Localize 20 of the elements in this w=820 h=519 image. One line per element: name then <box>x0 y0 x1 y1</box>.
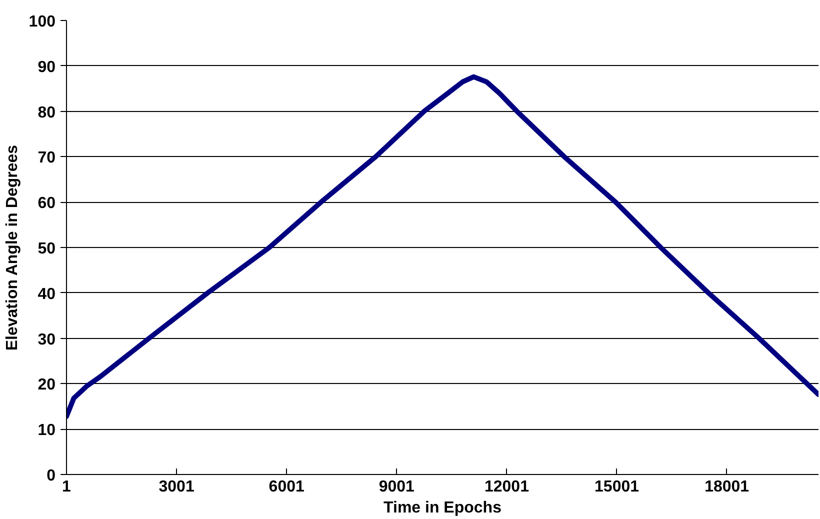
x-tick-label: 3001 <box>158 478 194 496</box>
y-tick-label: 80 <box>38 104 56 122</box>
x-tick-label: 9001 <box>378 478 415 496</box>
y-tick-label: 10 <box>38 422 56 440</box>
y-tick-label: 0 <box>46 468 56 484</box>
y-tick-label: 70 <box>38 150 56 167</box>
x-tick-label: 18001 <box>704 478 750 496</box>
y-tick-label: 30 <box>38 331 56 348</box>
y-tick-label: 90 <box>38 58 56 76</box>
y-tick-label: 20 <box>38 376 56 394</box>
y-tick-label: 60 <box>38 195 56 212</box>
y-tick-label: 100 <box>28 14 56 30</box>
y-tick-label: 40 <box>38 286 56 303</box>
y-axis-title: Elevation Angle in Degrees <box>4 144 21 351</box>
x-tick-label: 1 <box>62 478 72 496</box>
x-tick-label: 6001 <box>268 478 305 496</box>
x-axis-title: Time in Epochs <box>384 500 502 516</box>
x-tick-label: 15001 <box>594 478 640 496</box>
y-tick-label: 50 <box>38 240 56 258</box>
x-tick-label: 12001 <box>484 478 530 496</box>
